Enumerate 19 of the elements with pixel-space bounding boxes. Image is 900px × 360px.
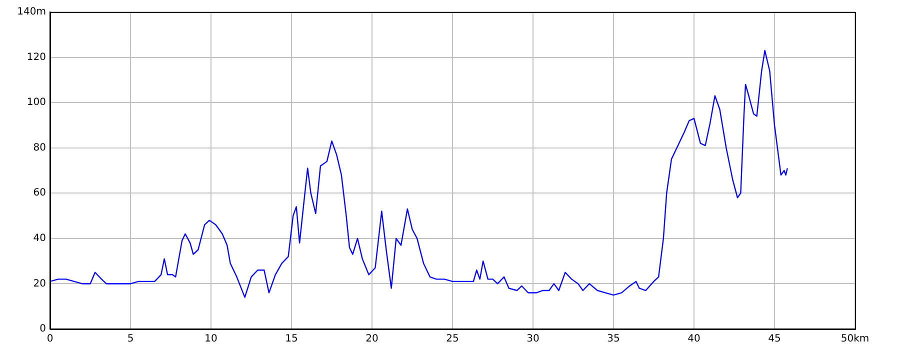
y-tick-label: 60 (33, 188, 46, 199)
x-tick-label: 10 (204, 334, 218, 345)
y-tick-label: 140m (17, 6, 46, 18)
x-tick-label: 15 (285, 334, 298, 345)
y-tick-label: 40 (33, 233, 46, 244)
x-tick-label: 0 (46, 334, 54, 345)
x-tick-label: 50km (840, 334, 870, 345)
x-tick-label: 25 (446, 334, 459, 345)
y-tick-label: 80 (33, 142, 46, 154)
x-tick-label: 35 (607, 334, 620, 345)
x-tick-label: 5 (127, 334, 134, 345)
x-tick-label: 40 (688, 334, 700, 345)
x-tick-label: 45 (768, 334, 781, 345)
x-tick-label: 20 (366, 334, 378, 345)
y-tick-label: 120 (26, 52, 46, 63)
y-tick-label: 0 (40, 324, 46, 335)
y-tick-label: 100 (26, 97, 46, 108)
x-tick-label: 30 (526, 334, 540, 345)
y-tick-label: 20 (33, 278, 46, 290)
